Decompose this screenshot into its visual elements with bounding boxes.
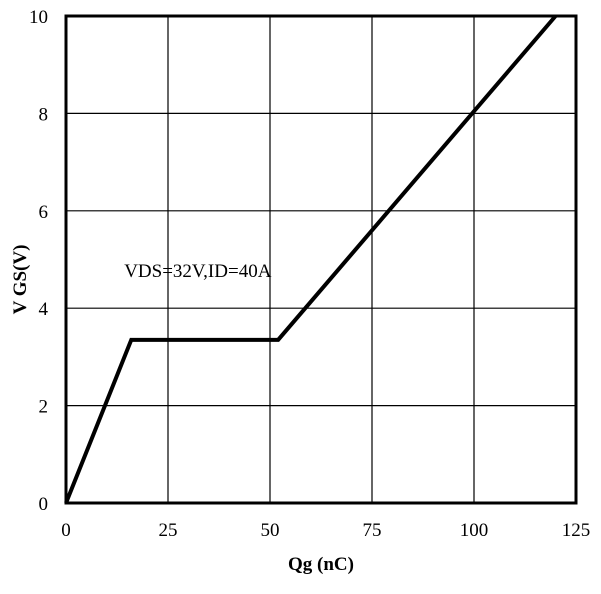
- y-tick-label: 0: [39, 494, 49, 515]
- x-tick-label: 0: [61, 520, 71, 541]
- x-axis-title: Qg (nC): [288, 554, 354, 575]
- condition-annotation: VDS=32V,ID=40A: [124, 261, 272, 282]
- tick-labels: 0 25 50 75 100 125 0 2 4 6 8 10: [29, 7, 590, 541]
- x-tick-label: 75: [363, 520, 382, 541]
- x-tick-label: 125: [562, 520, 591, 541]
- y-tick-label: 6: [39, 202, 49, 223]
- y-tick-label: 2: [39, 397, 49, 418]
- y-tick-label: 4: [39, 299, 49, 320]
- vgs-curve: [64, 14, 558, 504]
- x-tick-label: 100: [460, 520, 489, 541]
- series-layer: [64, 14, 558, 504]
- y-tick-label: 10: [29, 7, 48, 28]
- x-tick-label: 25: [159, 520, 178, 541]
- x-tick-label: 50: [261, 520, 280, 541]
- grid: [65, 15, 577, 504]
- y-axis-title: V GS(V): [10, 245, 31, 315]
- plot-frame: [64, 14, 578, 505]
- annotations: VDS=32V,ID=40A: [124, 261, 272, 282]
- y-tick-label: 8: [39, 104, 49, 125]
